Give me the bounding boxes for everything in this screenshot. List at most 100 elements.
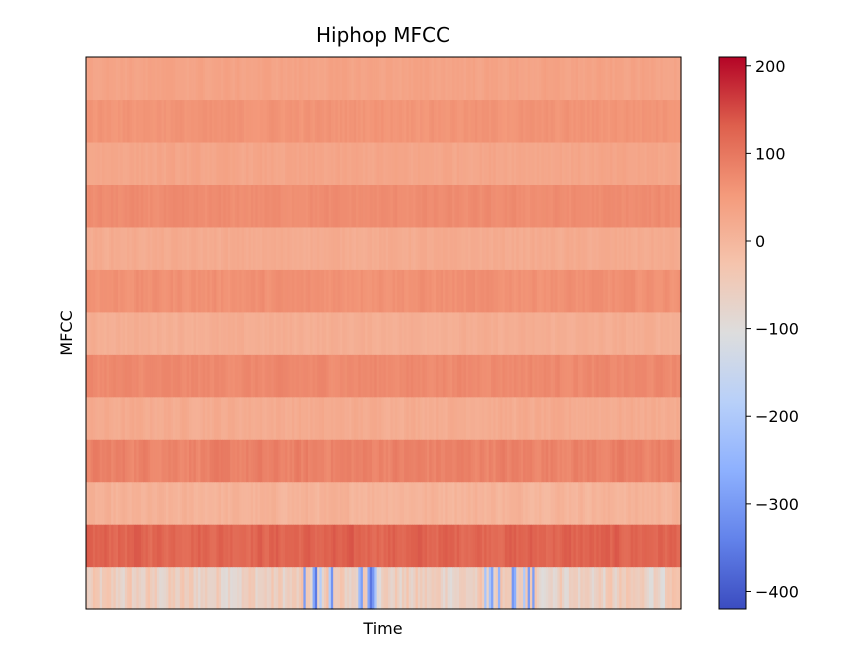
heatmap-cell <box>662 566 666 610</box>
heatmap-cell <box>426 311 430 355</box>
heatmap-cell <box>621 269 625 313</box>
heatmap-cell <box>92 269 96 313</box>
heatmap-cell <box>159 269 163 313</box>
heatmap-cell <box>305 184 309 228</box>
heatmap-cell <box>324 269 327 313</box>
heatmap-cell <box>390 354 394 398</box>
heatmap-cell <box>548 524 552 568</box>
heatmap-cell <box>147 481 151 525</box>
heatmap-cell <box>136 311 140 355</box>
heatmap-cell <box>356 226 359 270</box>
heatmap-cell <box>452 57 456 101</box>
heatmap-cell <box>356 439 359 483</box>
heatmap-cell <box>328 269 332 313</box>
heatmap-cell <box>584 99 588 143</box>
heatmap-cell <box>291 439 295 483</box>
heatmap-cell <box>362 354 366 398</box>
heatmap-cell <box>388 57 391 101</box>
heatmap-cell <box>676 311 680 355</box>
heatmap-cell <box>598 57 602 101</box>
heatmap-cell <box>172 396 176 440</box>
heatmap-cell <box>667 184 671 228</box>
heatmap-cell <box>424 184 428 228</box>
heatmap-cell <box>136 141 140 185</box>
heatmap-cell <box>99 524 103 568</box>
heatmap-cell <box>502 226 506 270</box>
heatmap-cell <box>97 354 101 398</box>
heatmap-cell <box>372 226 375 270</box>
heatmap-cell <box>381 99 385 143</box>
heatmap-cell <box>516 57 520 101</box>
heatmap-cell <box>367 226 371 270</box>
heatmap-cell <box>516 269 520 313</box>
heatmap-cell <box>351 524 355 568</box>
heatmap-cell <box>367 481 371 525</box>
heatmap-cell <box>115 396 119 440</box>
heatmap-cell <box>413 141 417 185</box>
heatmap-cell <box>401 524 405 568</box>
heatmap-cell <box>472 524 476 568</box>
heatmap-cell <box>349 354 353 398</box>
heatmap-cell <box>198 354 202 398</box>
heatmap-cell <box>545 311 549 355</box>
heatmap-cell <box>369 311 373 355</box>
heatmap-cell <box>303 396 307 440</box>
heatmap-cell <box>536 311 540 355</box>
heatmap-cell <box>575 566 579 610</box>
heatmap-cell <box>372 57 375 101</box>
heatmap-cell <box>106 57 110 101</box>
heatmap-cell <box>253 57 256 101</box>
heatmap-cell <box>136 99 140 143</box>
heatmap-cell <box>507 396 510 440</box>
heatmap-cell <box>545 226 549 270</box>
heatmap-cell <box>491 354 494 398</box>
heatmap-cell <box>461 524 465 568</box>
heatmap-cell <box>287 439 291 483</box>
heatmap-cell <box>182 99 186 143</box>
heatmap-cell <box>337 354 341 398</box>
heatmap-cell <box>598 566 602 610</box>
heatmap-cell <box>214 184 218 228</box>
heatmap-cell <box>484 57 488 101</box>
heatmap-cell <box>621 396 625 440</box>
heatmap-cell <box>88 439 92 483</box>
heatmap-cell <box>275 481 279 525</box>
heatmap-cell <box>630 99 634 143</box>
heatmap-cell <box>216 226 220 270</box>
heatmap-cell <box>488 524 492 568</box>
heatmap-cell <box>90 57 94 101</box>
heatmap-cell <box>310 184 314 228</box>
heatmap-cell <box>319 481 323 525</box>
heatmap-cell <box>172 141 176 185</box>
heatmap-cell <box>118 396 121 440</box>
heatmap-cell <box>614 99 618 143</box>
heatmap-cell <box>275 311 279 355</box>
heatmap-cell <box>248 184 252 228</box>
heatmap-cell <box>559 439 563 483</box>
heatmap-cell <box>582 524 586 568</box>
heatmap-cell <box>463 184 467 228</box>
heatmap-cell <box>223 354 227 398</box>
heatmap-cell <box>436 99 440 143</box>
heatmap-cell <box>111 311 115 355</box>
heatmap-cell <box>200 396 204 440</box>
heatmap-cell <box>285 311 288 355</box>
heatmap-cell <box>365 141 369 185</box>
heatmap-cell <box>207 269 211 313</box>
heatmap-cell <box>626 269 629 313</box>
heatmap-cell <box>632 354 636 398</box>
heatmap-cell <box>539 99 543 143</box>
heatmap-cell <box>202 226 206 270</box>
heatmap-cell <box>587 184 591 228</box>
heatmap-cell <box>591 396 595 440</box>
heatmap-cell <box>346 524 350 568</box>
heatmap-cell <box>568 99 572 143</box>
heatmap-cell <box>523 524 526 568</box>
heatmap-cell <box>591 141 595 185</box>
heatmap-cell <box>459 354 462 398</box>
heatmap-cell <box>534 396 538 440</box>
heatmap-cell <box>443 141 446 185</box>
heatmap-cell <box>619 354 623 398</box>
heatmap-cell <box>509 439 513 483</box>
heatmap-cell <box>557 481 561 525</box>
